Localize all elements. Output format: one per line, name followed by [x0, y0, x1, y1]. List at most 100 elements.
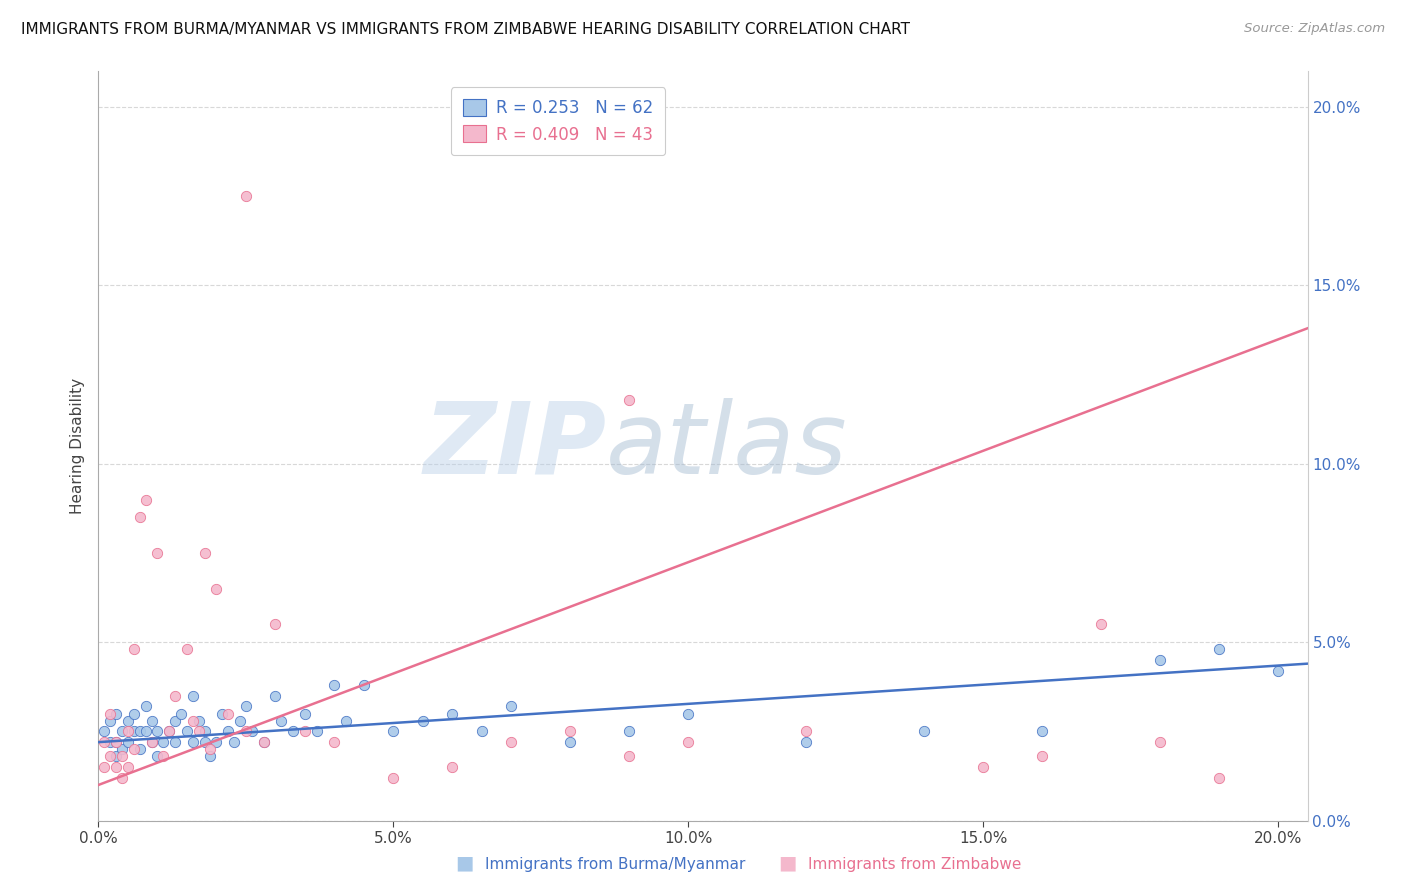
Point: [264, 689, 287, 703]
Point: [111, 749, 134, 764]
Point: [619, 392, 641, 407]
Point: [281, 724, 304, 739]
Point: [170, 706, 193, 721]
Point: [222, 735, 245, 749]
Point: [93, 724, 115, 739]
Point: [122, 742, 145, 756]
Point: [93, 735, 115, 749]
Point: [294, 724, 316, 739]
Point: [619, 749, 641, 764]
Point: [441, 706, 464, 721]
Point: [181, 689, 204, 703]
Point: [128, 724, 150, 739]
Point: [1149, 653, 1171, 667]
Point: [353, 678, 375, 692]
Point: [122, 724, 145, 739]
Point: [240, 724, 263, 739]
Point: [176, 724, 198, 739]
Point: [135, 492, 157, 507]
Point: [181, 735, 204, 749]
Point: [135, 724, 157, 739]
Point: [200, 749, 222, 764]
Text: Source: ZipAtlas.com: Source: ZipAtlas.com: [1244, 22, 1385, 36]
Point: [165, 714, 187, 728]
Point: [111, 724, 134, 739]
Point: [335, 714, 357, 728]
Point: [264, 617, 287, 632]
Point: [165, 689, 187, 703]
Point: [794, 735, 817, 749]
Point: [146, 546, 169, 560]
Point: [117, 724, 139, 739]
Point: [1031, 724, 1053, 739]
Point: [323, 678, 346, 692]
Point: [105, 760, 128, 774]
Point: [152, 749, 174, 764]
Point: [117, 735, 139, 749]
Y-axis label: Hearing Disability: Hearing Disability: [70, 378, 86, 514]
Point: [678, 706, 700, 721]
Point: [176, 642, 198, 657]
Text: ■: ■: [778, 854, 797, 872]
Point: [205, 582, 228, 596]
Point: [305, 724, 328, 739]
Point: [128, 742, 150, 756]
Point: [111, 771, 134, 785]
Point: [205, 735, 228, 749]
Point: [105, 735, 128, 749]
Point: [157, 724, 180, 739]
Point: [98, 706, 121, 721]
Point: [294, 706, 316, 721]
Point: [1031, 749, 1053, 764]
Point: [382, 771, 405, 785]
Point: [105, 749, 128, 764]
Point: [152, 735, 174, 749]
Point: [1208, 771, 1230, 785]
Point: [98, 714, 121, 728]
Point: [1149, 735, 1171, 749]
Point: [912, 724, 935, 739]
Text: IMMIGRANTS FROM BURMA/MYANMAR VS IMMIGRANTS FROM ZIMBABWE HEARING DISABILITY COR: IMMIGRANTS FROM BURMA/MYANMAR VS IMMIGRA…: [21, 22, 910, 37]
Text: Immigrants from Burma/Myanmar: Immigrants from Burma/Myanmar: [485, 857, 745, 872]
Point: [194, 546, 217, 560]
Point: [229, 714, 252, 728]
Point: [270, 714, 292, 728]
Point: [560, 724, 582, 739]
Point: [252, 735, 274, 749]
Point: [105, 735, 128, 749]
Point: [157, 724, 180, 739]
Point: [165, 735, 187, 749]
Point: [1267, 664, 1289, 678]
Point: [187, 724, 209, 739]
Point: [111, 742, 134, 756]
Point: [146, 749, 169, 764]
Point: [98, 735, 121, 749]
Text: ■: ■: [454, 854, 474, 872]
Point: [141, 735, 163, 749]
Point: [217, 724, 239, 739]
Text: Immigrants from Zimbabwe: Immigrants from Zimbabwe: [808, 857, 1022, 872]
Point: [382, 724, 405, 739]
Point: [181, 714, 204, 728]
Point: [441, 760, 464, 774]
Point: [619, 724, 641, 739]
Point: [187, 714, 209, 728]
Point: [1208, 642, 1230, 657]
Point: [217, 706, 239, 721]
Point: [501, 699, 523, 714]
Point: [122, 706, 145, 721]
Point: [471, 724, 494, 739]
Point: [252, 735, 274, 749]
Point: [122, 642, 145, 657]
Point: [98, 749, 121, 764]
Point: [412, 714, 434, 728]
Point: [194, 735, 217, 749]
Point: [128, 510, 150, 524]
Point: [135, 699, 157, 714]
Point: [678, 735, 700, 749]
Point: [501, 735, 523, 749]
Point: [200, 742, 222, 756]
Point: [141, 735, 163, 749]
Point: [1090, 617, 1112, 632]
Point: [117, 760, 139, 774]
